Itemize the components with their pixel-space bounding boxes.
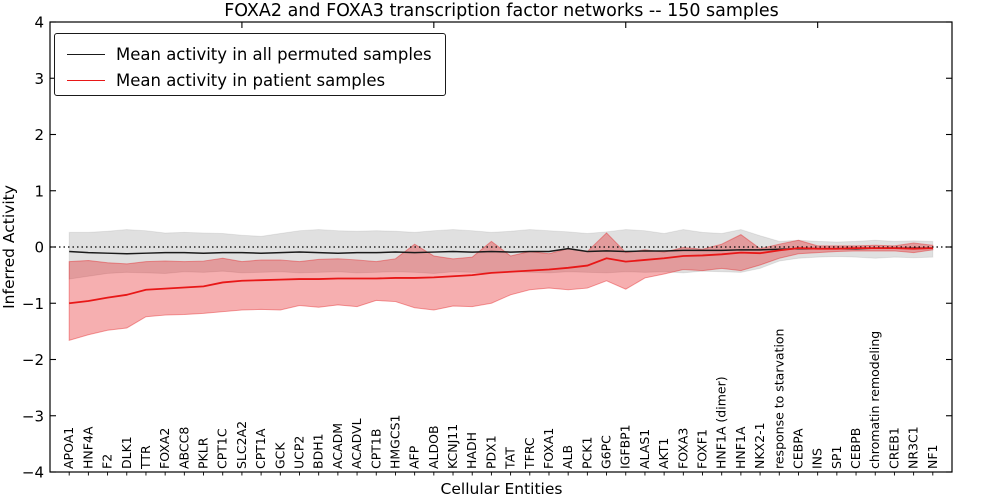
x-axis-title: Cellular Entities <box>440 480 563 498</box>
x-tick-label: HNF1A <box>733 426 748 469</box>
x-tick-label: PCK1 <box>579 437 594 469</box>
x-tick-label: IGFBP1 <box>618 424 633 469</box>
x-tick-label: HNF4A <box>80 426 95 469</box>
x-tick-label: ALB <box>560 445 575 469</box>
y-tick-labels: 4 3 2 1 0 −1 −2 −3 −4 <box>22 14 44 482</box>
x-tick-label: CPT1C <box>215 428 230 469</box>
x-tick-label: SLC2A2 <box>234 421 249 469</box>
y-tick-label: −4 <box>22 464 44 482</box>
legend-entry-permuted: Mean activity in all permuted samples <box>67 41 445 67</box>
patient-mean-line <box>69 247 933 305</box>
x-tick-label: PKLR <box>196 437 211 469</box>
x-tick-label: CPT1B <box>368 429 383 469</box>
legend-label-permuted: Mean activity in all permuted samples <box>116 44 432 64</box>
x-tick-label: ACADM <box>330 423 345 469</box>
x-tick-label: AFP <box>407 445 422 469</box>
legend-label-patient: Mean activity in patient samples <box>116 70 386 90</box>
x-tick-label: PDX1 <box>483 435 498 469</box>
x-tick-label: KCNJ11 <box>445 424 460 469</box>
legend-entry-patient: Mean activity in patient samples <box>67 67 445 93</box>
x-tick-label: chromatin remodeling <box>867 331 882 469</box>
y-tick-label: −3 <box>22 407 44 425</box>
x-tick-label: CEBPA <box>790 428 805 469</box>
confidence-bands <box>68 229 934 342</box>
chart-title: FOXA2 and FOXA3 transcription factor net… <box>224 1 779 21</box>
x-tick-label: BDH1 <box>311 433 326 469</box>
patient-line-swatch <box>67 79 105 81</box>
x-tick-label: CPT1A <box>253 428 268 469</box>
x-tick-label: FOXA1 <box>541 428 556 469</box>
x-tick-label: APOA1 <box>61 427 76 469</box>
x-tick-label: G6PC <box>599 435 614 469</box>
x-tick-label: AKT1 <box>656 438 671 469</box>
x-tick-label: response to starvation <box>771 329 786 470</box>
x-tick-label: CREB1 <box>886 427 901 469</box>
y-tick-label: 2 <box>34 126 44 144</box>
x-tick-labels: APOA1 HNF4A F2 DLK1 TTR FOXA2 ABCC8 PKLR CPT1C SL… <box>61 329 940 471</box>
y-tick-label: 3 <box>34 70 44 88</box>
x-tick-label: ALAS1 <box>637 429 652 469</box>
x-tick-label: UCP2 <box>291 436 306 469</box>
plot-frame <box>49 21 953 473</box>
y-tick-label: −2 <box>22 351 44 369</box>
x-tick-label: HNF1A (dimer) <box>714 376 729 469</box>
y-tick-label: 0 <box>34 239 44 257</box>
x-tick-label: F2 <box>100 454 115 469</box>
x-tick-label: TTR <box>138 445 153 470</box>
x-tick-label: GCK <box>272 442 287 469</box>
x-tick-label: INS <box>810 448 825 469</box>
x-tick-label: NR3C1 <box>906 426 921 469</box>
x-tick-label: ALDOB <box>426 425 441 469</box>
y-tick-label: 4 <box>34 14 44 32</box>
legend: Mean activity in all permuted samples Me… <box>54 33 446 96</box>
x-tick-label: NKX2-1 <box>752 422 767 469</box>
x-tick-label: TAT <box>503 447 518 470</box>
permuted-line-swatch <box>67 53 105 55</box>
x-tick-label: ABCC8 <box>176 427 191 469</box>
permuted-band <box>68 229 934 280</box>
x-tick-label: FOXF1 <box>695 429 710 469</box>
x-tick-label: NF1 <box>925 445 940 470</box>
y-axis-title: Inferred Activity <box>0 185 18 309</box>
x-tick-label: DLK1 <box>119 436 134 469</box>
x-tick-label: TFRC <box>522 437 537 470</box>
x-tick-label: SP1 <box>829 446 844 469</box>
x-tick-label: FOXA3 <box>675 428 690 469</box>
x-tick-label: HADH <box>464 432 479 469</box>
x-tick-label: FOXA2 <box>157 428 172 469</box>
x-tick-label: HMGCS1 <box>387 415 402 470</box>
patient-band <box>68 232 934 342</box>
y-tick-label: 1 <box>34 182 44 200</box>
y-tick-label: −1 <box>22 295 44 313</box>
x-tick-label: ACADVL <box>349 418 364 469</box>
x-tick-label: CEBPB <box>848 428 863 469</box>
